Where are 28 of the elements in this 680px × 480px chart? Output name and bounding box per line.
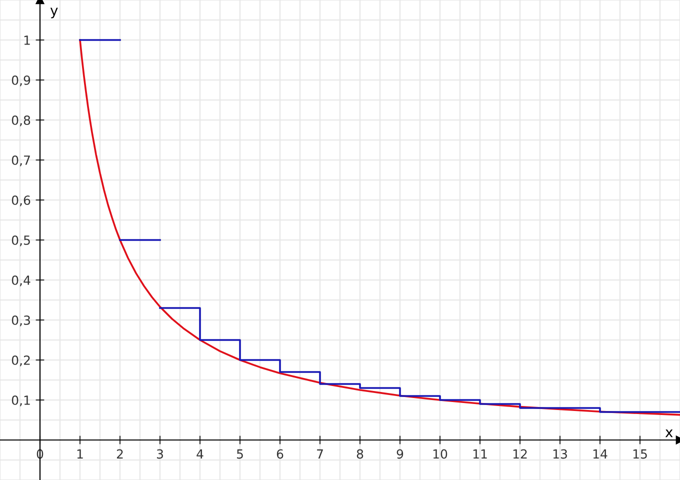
y-tick-label: 0,8 <box>12 115 30 126</box>
x-tick-label: 13 <box>553 449 567 459</box>
x-tick-label: 1 <box>77 449 83 459</box>
y-tick-label: 0,4 <box>12 275 30 286</box>
x-tick-label: 6 <box>276 449 284 459</box>
y-tick-label: 0,5 <box>12 235 30 246</box>
y-tick-label: 1 <box>24 36 30 45</box>
y-tick-label: 0,2 <box>12 355 30 366</box>
x-tick-label: 10 <box>433 449 448 459</box>
y-tick-label: 0,9 <box>12 75 30 86</box>
x-tick-label: 4 <box>196 449 204 459</box>
x-tick-label: 2 <box>116 449 123 459</box>
x-tick-label: 14 <box>593 449 608 459</box>
x-tick-label: 8 <box>356 449 364 459</box>
y-tick-label: 0,1 <box>12 395 30 406</box>
x-tick-label: 9 <box>396 449 404 459</box>
y-tick-label: 0,7 <box>12 155 30 166</box>
y-tick-label: 0,3 <box>12 315 30 326</box>
x-tick-label: 7 <box>317 449 323 459</box>
x-tick-label: 15 <box>633 449 647 459</box>
x-axis-title: x <box>665 430 673 438</box>
x-tick-label: 5 <box>236 449 243 459</box>
x-tick-label: 11 <box>473 449 487 459</box>
y-tick-label: 0,6 <box>12 195 30 206</box>
x-tick-label: 3 <box>156 449 163 459</box>
line-series <box>79 39 680 416</box>
y-axis-title: y <box>50 8 58 18</box>
x-tick-label: 12 <box>513 449 527 459</box>
